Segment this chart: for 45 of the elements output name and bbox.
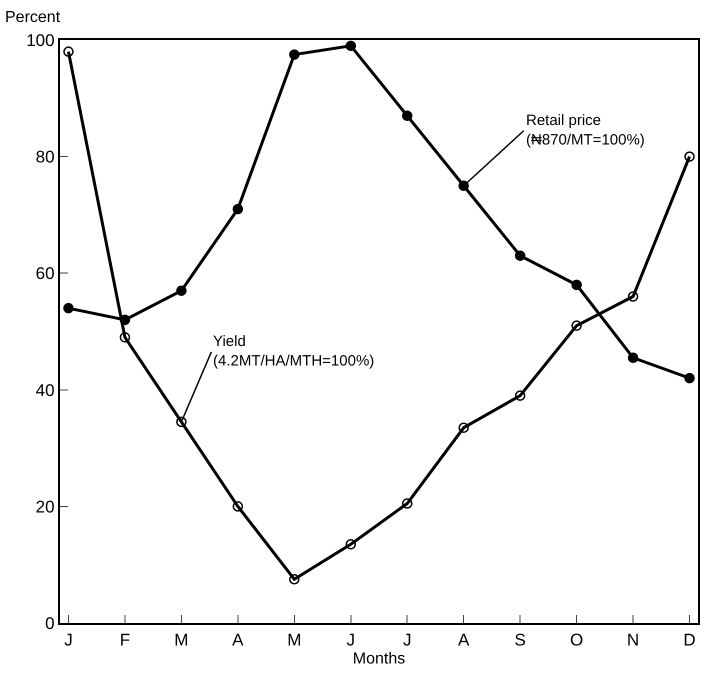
point [571,320,582,331]
point [571,280,582,290]
point [232,204,244,214]
x-tick-label: D [683,630,696,650]
x-tick-label: M [287,630,302,650]
point [346,539,356,550]
point [514,390,526,401]
point [628,352,638,363]
y-tick-label: 60 [36,264,55,284]
point [684,372,695,384]
point [289,574,300,585]
x-tick-label: S [514,630,526,650]
x-axis-title: Months [352,650,406,668]
point [346,40,356,52]
x-tick-label: J [64,630,73,650]
point [63,46,74,57]
point [514,250,526,261]
point [684,151,695,162]
x-tick-label: N [626,630,640,650]
point [176,285,187,296]
x-tick-label: A [458,630,470,650]
point [289,49,300,60]
x-tick-label: O [570,630,584,650]
y-tick-label: 0 [45,614,55,633]
y-tick-label: 40 [36,380,55,400]
point [63,302,74,314]
point [458,422,469,433]
x-tick-label: F [120,630,130,650]
text: Retail price (₦870/MT=100%) [526,112,645,148]
point [628,291,638,302]
y-axis-title: Percent [5,9,61,26]
point [458,180,469,191]
y-tick-label: 100 [26,30,55,50]
y-tick-label: 20 [36,497,55,516]
point [402,110,412,122]
x-tick-label: M [174,630,188,650]
y-tick-label: 80 [36,148,55,167]
x-tick-label: A [232,630,244,650]
x-tick-label: J [346,630,356,650]
point [402,498,412,509]
text: Yield (4.2MT/HA/MTH=100%) [213,333,374,370]
x-tick-label: J [402,630,412,650]
point [176,416,187,428]
point [232,501,244,512]
point [120,332,130,343]
